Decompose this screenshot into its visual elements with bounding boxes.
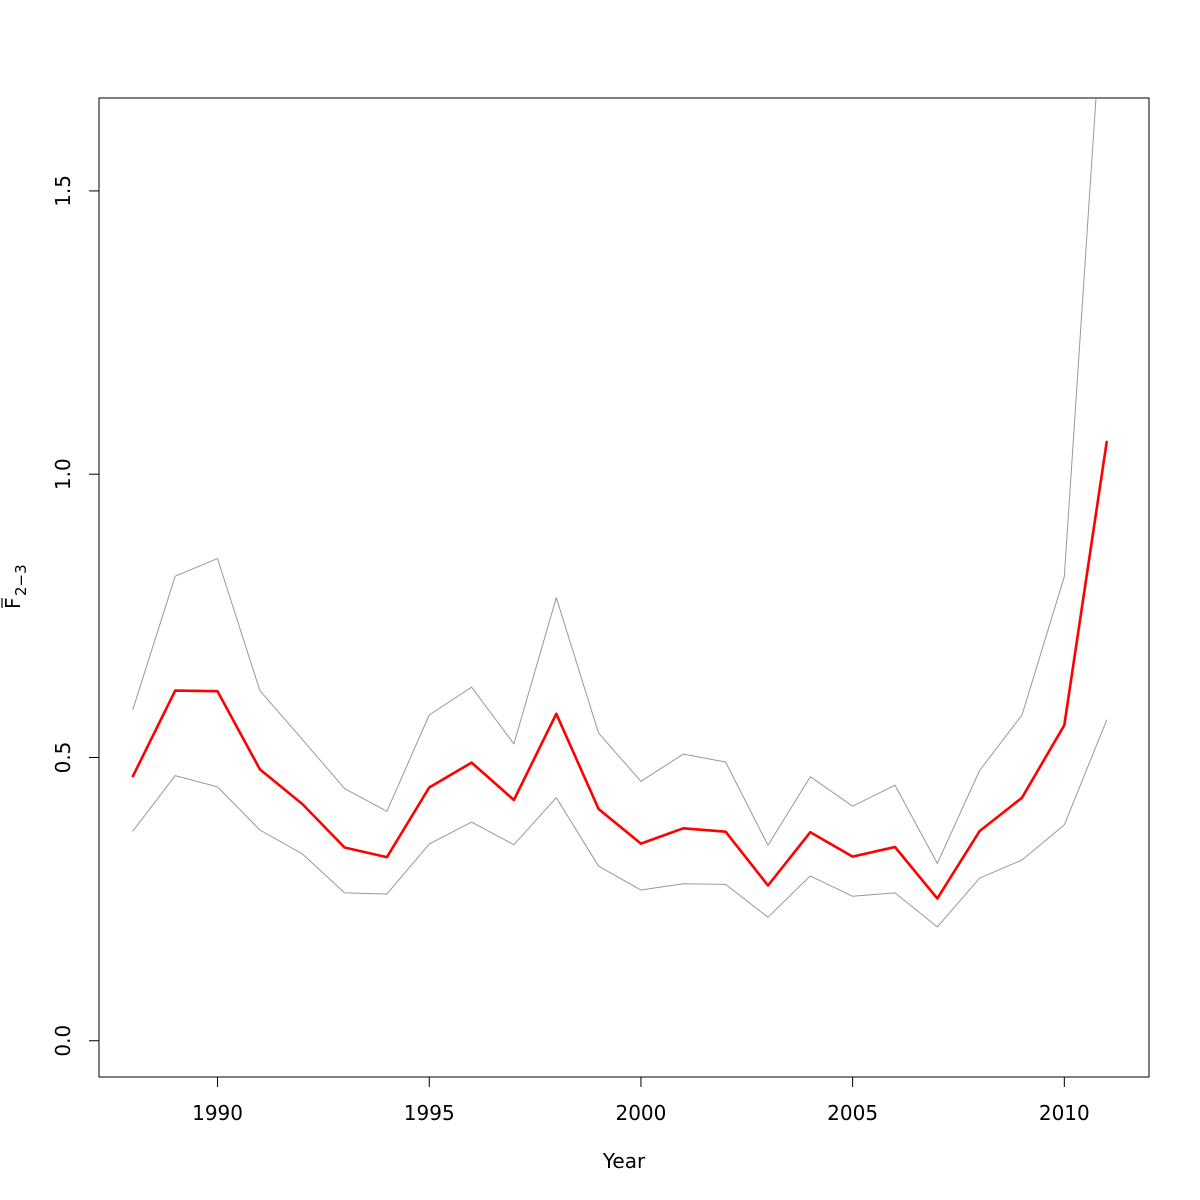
x-tick-label: 2010 (1039, 1101, 1090, 1125)
y-axis-label-group: F 2−3 (1, 564, 30, 609)
y-tick-label: 1.5 (51, 175, 75, 207)
y-axis-label: F (1, 597, 25, 609)
x-tick-label: 2000 (615, 1101, 666, 1125)
x-axis-label: Year (602, 1149, 646, 1173)
x-axis: 1990 1995 2000 2005 2010 (192, 1077, 1090, 1125)
y-axis: 0.0 0.5 1.0 1.5 (51, 175, 99, 1057)
y-axis-label-subscript: 2−3 (12, 564, 30, 596)
series-line-upper (132, 98, 1097, 864)
x-tick-label: 2005 (827, 1101, 878, 1125)
y-tick-label: 0.0 (51, 1025, 75, 1057)
x-tick-label: 1990 (192, 1101, 243, 1125)
series-line-lower (132, 719, 1108, 928)
plot-frame (98, 97, 1150, 1078)
series-line-estimate (131, 440, 1108, 900)
y-tick-label: 1.0 (51, 458, 75, 490)
x-tick-label: 1995 (404, 1101, 455, 1125)
y-tick-label: 0.5 (51, 742, 75, 774)
series-group (131, 98, 1108, 928)
